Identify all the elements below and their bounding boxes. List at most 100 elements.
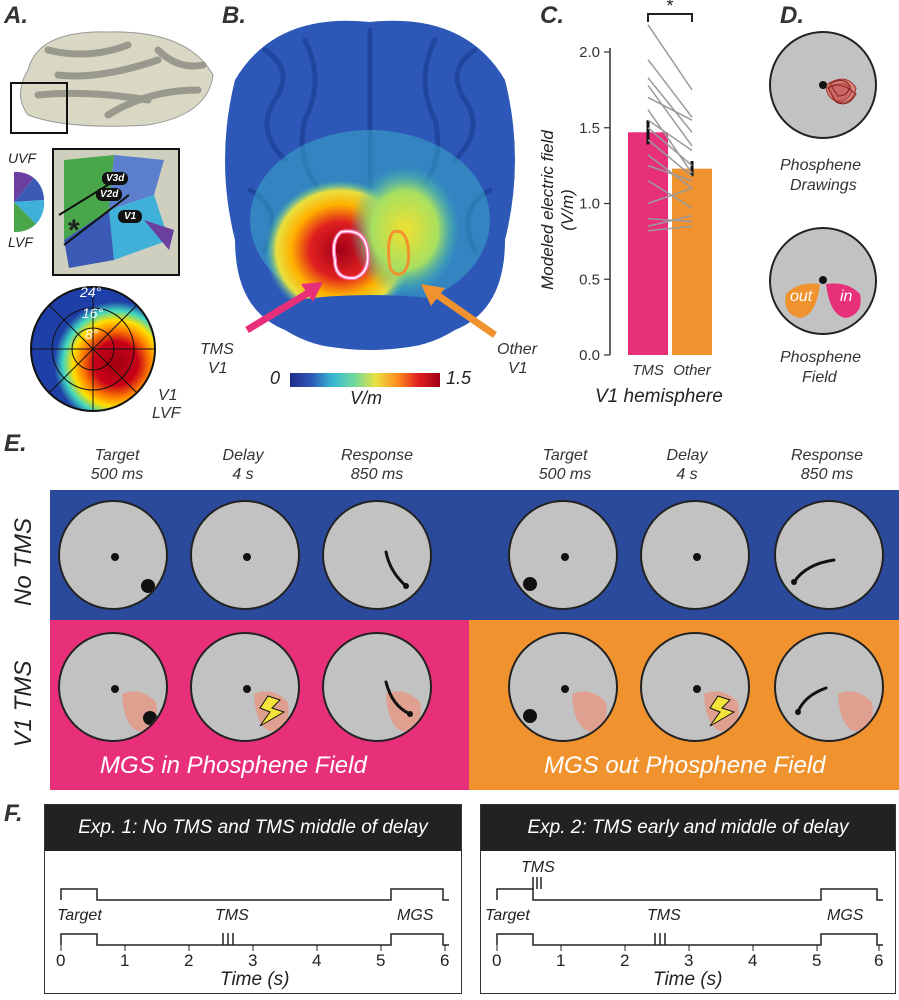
significance-bracket (647, 13, 693, 22)
trial-circle-tms-delay-out (640, 632, 750, 742)
significance-star: * (666, 0, 673, 16)
inflated-brain-image (8, 20, 218, 135)
paired-subject-line (647, 59, 693, 118)
retinotopic-zoom: V3d V2d V1 * (52, 148, 180, 276)
out-label: out (790, 288, 813, 305)
trial-circle-no-tms-delay-in (190, 500, 300, 610)
paired-subject-line (647, 154, 693, 189)
polar-ring-24: 24° (80, 284, 102, 300)
trial-circle-no-tms-response-out (774, 500, 884, 610)
visual-field-wedge-legend: UVF LVF (8, 150, 50, 250)
bar-tms (628, 132, 668, 355)
lvf-label: LVF (8, 234, 33, 250)
header-delay-left: Delay 4 s (222, 447, 264, 483)
roi-box (10, 82, 68, 134)
header-target-left: Target 500 ms (90, 447, 144, 483)
phosphene-drawings-line2: Drawings (790, 177, 857, 194)
trial-circle-no-tms-target-out (508, 500, 618, 610)
trial-circle-no-tms-delay-out (640, 500, 750, 610)
paired-subject-line (647, 180, 693, 209)
polar-field-map: 24° 16° 8° (28, 284, 158, 414)
exp2-title: Exp. 2: TMS early and middle of delay (481, 805, 895, 851)
paired-subject-line (647, 77, 693, 133)
band-label-out: MGS out Phosphene Field (544, 752, 826, 779)
exp1-title: Exp. 1: No TMS and TMS middle of delay (45, 805, 461, 851)
exp1-tms-label: TMS (215, 907, 249, 924)
paired-subject-line (647, 214, 693, 227)
uvf-label: UVF (8, 150, 36, 166)
y-tick-label: 0.0 (579, 347, 600, 364)
in-label: in (840, 288, 853, 305)
tms-pulse-icon (259, 695, 286, 727)
exp1-tick-6: 6 (440, 951, 450, 970)
panel-label-d: D. (780, 2, 804, 29)
polar-ring-16: 16° (82, 305, 104, 321)
tms-v1-label-line2: V1 (208, 360, 228, 377)
exp1-timeline: Exp. 1: No TMS and TMS middle of delay T… (44, 804, 462, 994)
other-v1-label-line2: V1 (508, 360, 528, 377)
exp2-tms-early-label: TMS (521, 859, 555, 876)
colorbar-unit: V/m (350, 388, 383, 408)
panel-label-a: A. (4, 2, 28, 29)
trial-circle-no-tms-target-in (58, 500, 168, 610)
other-v1-label-line1: Other (497, 341, 538, 358)
colorbar-max: 1.5 (446, 368, 472, 388)
exp2-tick-4: 4 (748, 951, 758, 970)
x-tick-label: Other (673, 362, 712, 379)
exp2-timeline: Exp. 2: TMS early and middle of delay TM… (480, 804, 896, 994)
exp1-mgs-label: MGS (397, 907, 434, 924)
phosphene-drawings-circle (768, 30, 878, 140)
header-target-right: Target 500 ms (538, 447, 592, 483)
phosphene-field-line2: Field (802, 369, 837, 386)
exp2-mgs-label: MGS (827, 907, 864, 924)
band-label-in: MGS in Phosphene Field (100, 752, 367, 779)
exp1-tick-4: 4 (312, 951, 322, 970)
exp2-tick-3: 3 (684, 951, 694, 970)
polar-caption-v1: V1 (158, 387, 178, 404)
trial-circle-tms-response-out (774, 632, 884, 742)
exp1-tick-3: 3 (248, 951, 258, 970)
row-label-v1-tms: V1 TMS (10, 660, 37, 748)
header-delay-right: Delay 4 s (666, 447, 708, 483)
x-tick-label: TMS (632, 362, 664, 379)
exp1-tick-5: 5 (376, 951, 386, 970)
y-tick-label: 2.0 (579, 44, 600, 61)
paired-subject-line (647, 139, 693, 177)
y-tick-label: 1.0 (579, 196, 600, 213)
exp1-tick-1: 1 (120, 951, 130, 970)
y-axis-title: Modeled electric field (V/m) (538, 130, 577, 290)
exp2-tick-1: 1 (556, 951, 566, 970)
paired-subject-line (647, 164, 693, 182)
area-tag-v3d: V3d (102, 172, 129, 185)
exp2-tick-6: 6 (874, 951, 884, 970)
paired-subject-line (647, 24, 693, 91)
polar-caption-lvf: LVF (152, 405, 181, 422)
exp1-tick-2: 2 (184, 951, 194, 970)
exp1-target-label: Target (57, 907, 102, 924)
paired-subject-line (647, 225, 693, 232)
colorbar (290, 373, 440, 387)
exp2-target-label: Target (485, 907, 530, 924)
exp2-tms-label: TMS (647, 907, 681, 924)
paired-subject-line (647, 187, 693, 205)
exp2-tick-5: 5 (812, 951, 822, 970)
trial-circle-tms-delay-in (190, 632, 300, 742)
phosphene-drawings-line1: Phosphene (780, 157, 861, 174)
area-tag-v1: V1 (118, 210, 143, 223)
bar-other (672, 168, 712, 355)
asterisk-marker: * (68, 214, 80, 247)
trial-circle-no-tms-response-in (322, 500, 432, 610)
no-tms-band (50, 490, 899, 620)
trial-circle-tms-response-in (322, 632, 432, 742)
efield-bar-chart: 0.0 0.5 1.0 1.5 2.0 TMS Other * Modeled electri… (538, 0, 740, 420)
y-tick-label: 0.5 (579, 271, 600, 288)
paired-subject-line (647, 127, 693, 167)
exp2-tick-0: 0 (492, 951, 502, 970)
polar-ring-8: 8° (85, 326, 99, 342)
trial-circle-tms-target-in (58, 632, 168, 742)
trial-circle-tms-target-out (508, 632, 618, 742)
tms-v1-label-line1: TMS (200, 341, 234, 358)
panel-label-c: C. (540, 2, 564, 29)
row-label-no-tms: No TMS (10, 518, 37, 607)
panel-label-f: F. (4, 800, 23, 827)
